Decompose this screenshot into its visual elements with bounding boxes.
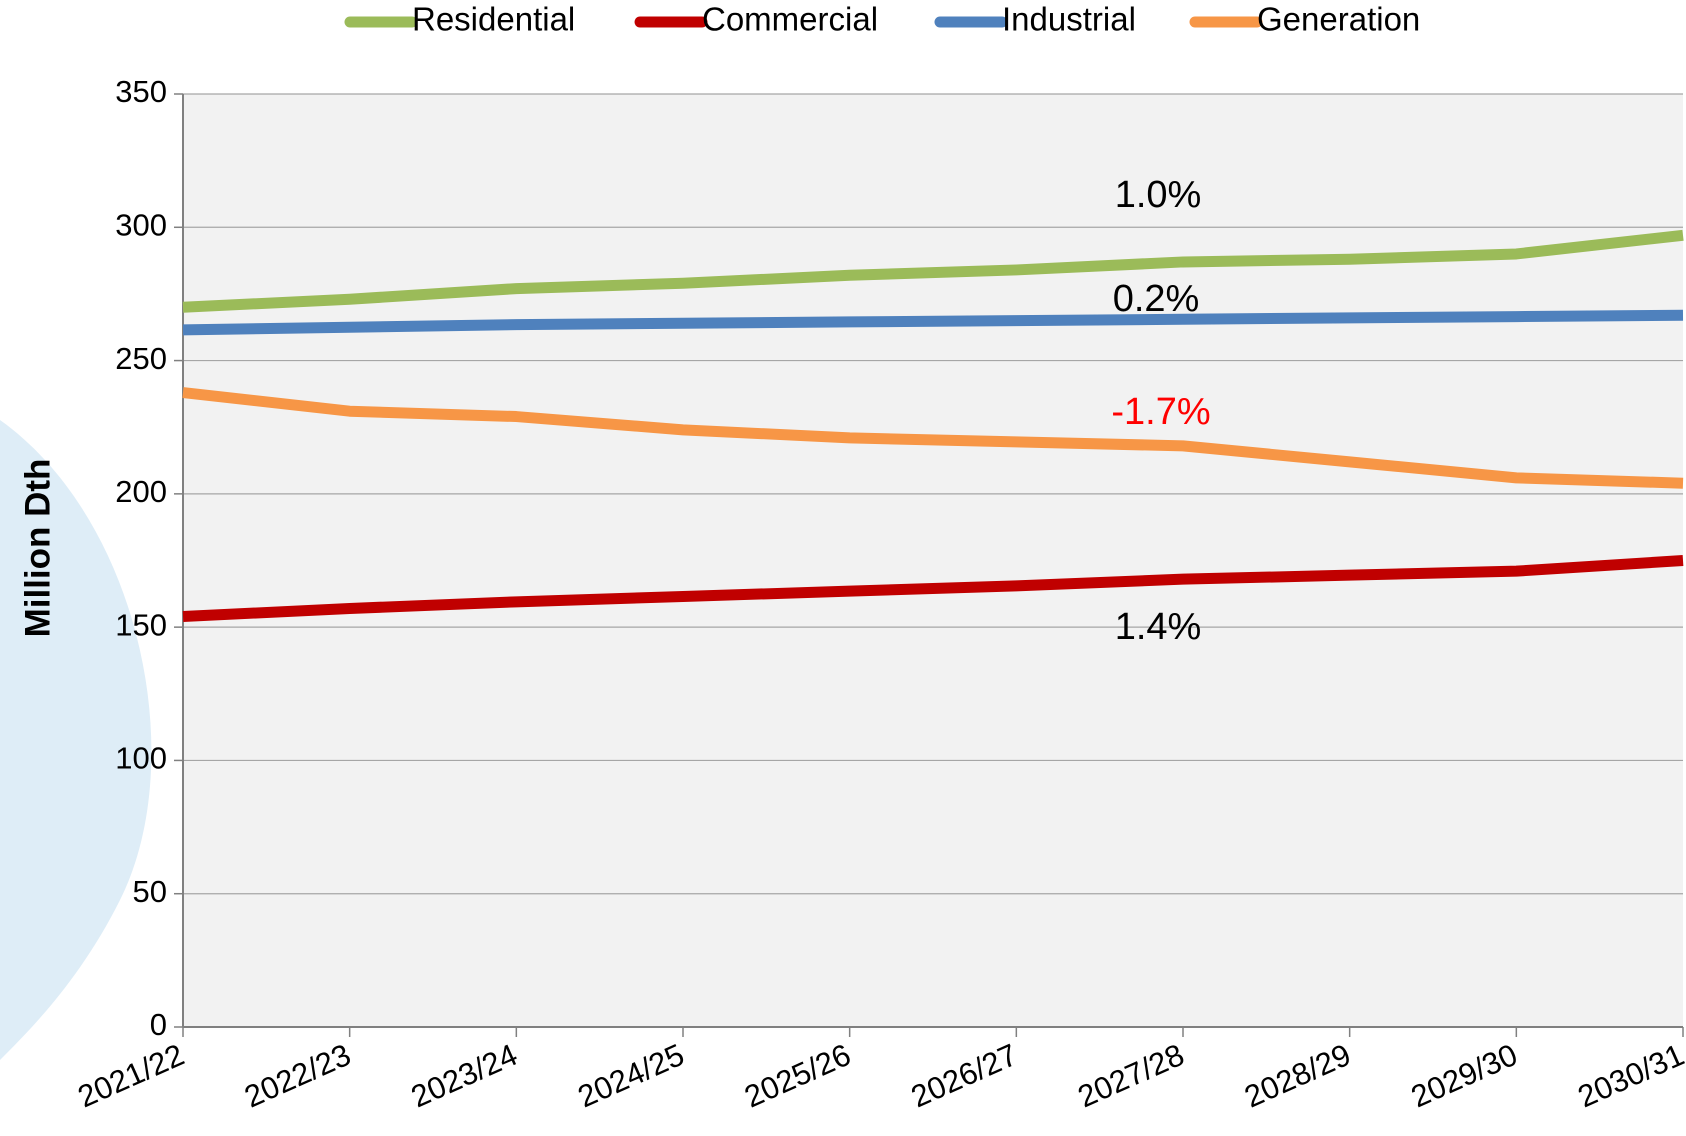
- annotation: 1.0%: [1115, 174, 1202, 216]
- x-tick-label: 2029/30: [1406, 1037, 1523, 1115]
- legend-label: Residential: [412, 1, 575, 38]
- y-tick-label: 100: [115, 741, 167, 776]
- x-tick-label: 2028/29: [1239, 1037, 1356, 1115]
- series-line: [182, 309, 1684, 336]
- y-tick-label: 200: [115, 474, 167, 509]
- x-tick-label: 2021/22: [73, 1037, 190, 1115]
- legend-label: Commercial: [702, 1, 878, 38]
- y-tick-label: 300: [115, 207, 167, 242]
- annotation: 0.2%: [1113, 278, 1200, 320]
- legend-label: Industrial: [1002, 1, 1136, 38]
- annotation: 1.4%: [1115, 606, 1202, 648]
- x-tick-label: 2022/23: [239, 1037, 356, 1115]
- x-tick-label: 2024/25: [573, 1037, 690, 1115]
- y-tick-label: 250: [115, 341, 167, 376]
- annotation: -1.7%: [1111, 391, 1210, 433]
- y-tick-label: 0: [150, 1007, 167, 1042]
- y-tick-label: 350: [115, 74, 167, 109]
- series-line: [182, 555, 1684, 622]
- series-line: [182, 387, 1684, 489]
- background-swoosh: [0, 420, 152, 1060]
- x-tick-label: 2026/27: [906, 1037, 1023, 1115]
- y-tick-label: 150: [115, 607, 167, 642]
- plot-area: [183, 94, 1683, 1027]
- y-axis-label: Million Dth: [18, 459, 57, 638]
- x-tick-label: 2025/26: [739, 1037, 856, 1115]
- x-tick-label: 2023/24: [406, 1037, 523, 1115]
- legend-label: Generation: [1257, 1, 1420, 38]
- x-tick-label: 2030/31: [1573, 1037, 1686, 1115]
- series-line: [182, 229, 1684, 313]
- x-tick-label: 2027/28: [1073, 1037, 1190, 1115]
- y-tick-label: 50: [133, 874, 167, 909]
